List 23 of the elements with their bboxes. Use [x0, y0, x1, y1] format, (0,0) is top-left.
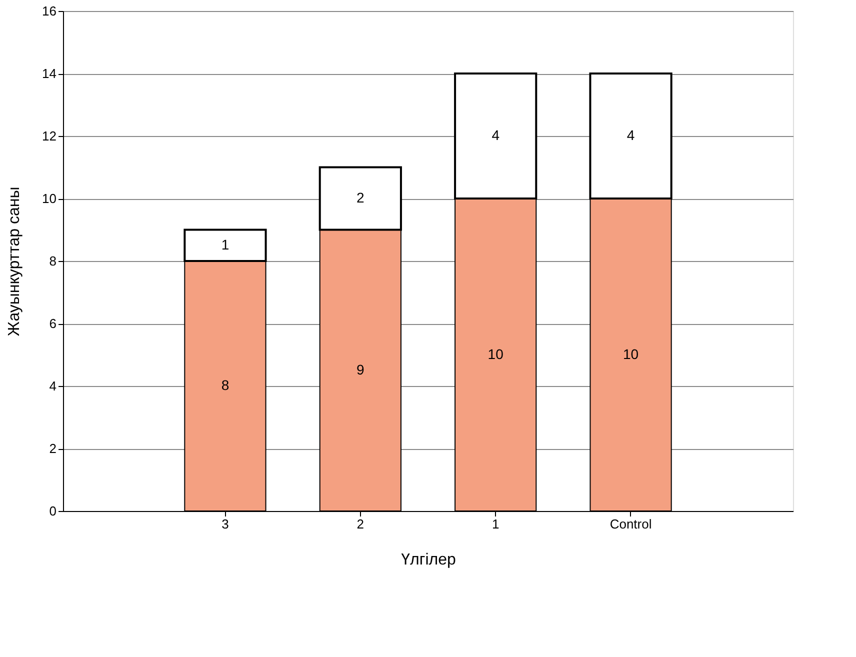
y-tick-label: 8: [49, 254, 56, 268]
x-tick-label: 3: [222, 516, 229, 532]
x-tick-label: 2: [356, 516, 364, 532]
data-label: 9: [356, 361, 365, 378]
x-axis-title: Үлгілер: [401, 552, 456, 568]
data-label: 1: [221, 236, 230, 252]
y-tick-label: 12: [42, 128, 56, 144]
y-tick-label: 0: [49, 504, 56, 518]
x-tick-label: 1: [492, 516, 500, 532]
x-tick-label: Control: [610, 516, 652, 532]
y-tick-label: 16: [42, 4, 56, 18]
data-label: 10: [622, 346, 639, 362]
y-tick-label: 10: [42, 191, 56, 206]
y-tick-label: 4: [49, 378, 56, 394]
data-label: 4: [626, 127, 635, 143]
data-label: 8: [221, 377, 230, 393]
y-axis-title: Жауынкурттар саны: [6, 186, 24, 336]
y-tick-label: 2: [49, 441, 56, 456]
data-label: 2: [356, 190, 365, 206]
data-label: 4: [492, 127, 500, 143]
data-label: 10: [488, 346, 504, 362]
y-tick-label: 6: [49, 316, 56, 331]
y-tick-label: 14: [42, 66, 56, 81]
